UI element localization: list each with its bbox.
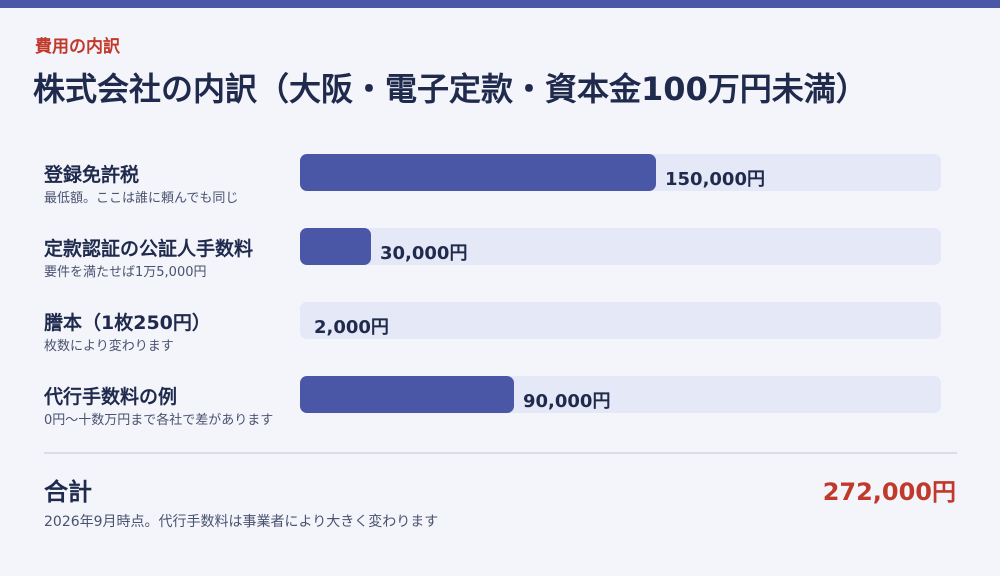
- total-label: 合計: [44, 478, 92, 506]
- bar-value-label: 150,000円: [665, 169, 765, 190]
- bar-value-label: 30,000円: [380, 243, 468, 264]
- total-value: 272,000円: [822, 478, 956, 506]
- row-note: 枚数により変わります: [44, 339, 174, 354]
- row-label: 定款認証の公証人手数料: [44, 238, 254, 260]
- bar-value-label: 90,000円: [523, 391, 611, 412]
- row-label: 代行手数料の例: [44, 386, 178, 408]
- bar-fill: [300, 154, 656, 191]
- eyebrow-label: 費用の内訳: [35, 37, 120, 57]
- total-divider: [44, 452, 957, 454]
- bar-track: [300, 302, 941, 339]
- bar-fill: [300, 228, 371, 265]
- row-label: 謄本（1枚250円）: [44, 312, 211, 334]
- footnote: 2026年9月時点。代行手数料は事業者により大きく変わります: [44, 514, 439, 530]
- row-note: 要件を満たせば1万5,000円: [44, 265, 207, 280]
- bar-value-label: 2,000円: [314, 317, 389, 338]
- top-accent-bar: [0, 0, 1000, 8]
- row-label: 登録免許税: [44, 164, 140, 186]
- row-note: 0円〜十数万円まで各社で差があります: [44, 413, 274, 428]
- page-title: 株式会社の内訳（大阪・電子定款・資本金100万円未満）: [33, 70, 868, 108]
- bar-fill: [300, 376, 514, 413]
- row-note: 最低額。ここは誰に頼んでも同じ: [44, 191, 239, 206]
- bar-track: [300, 228, 941, 265]
